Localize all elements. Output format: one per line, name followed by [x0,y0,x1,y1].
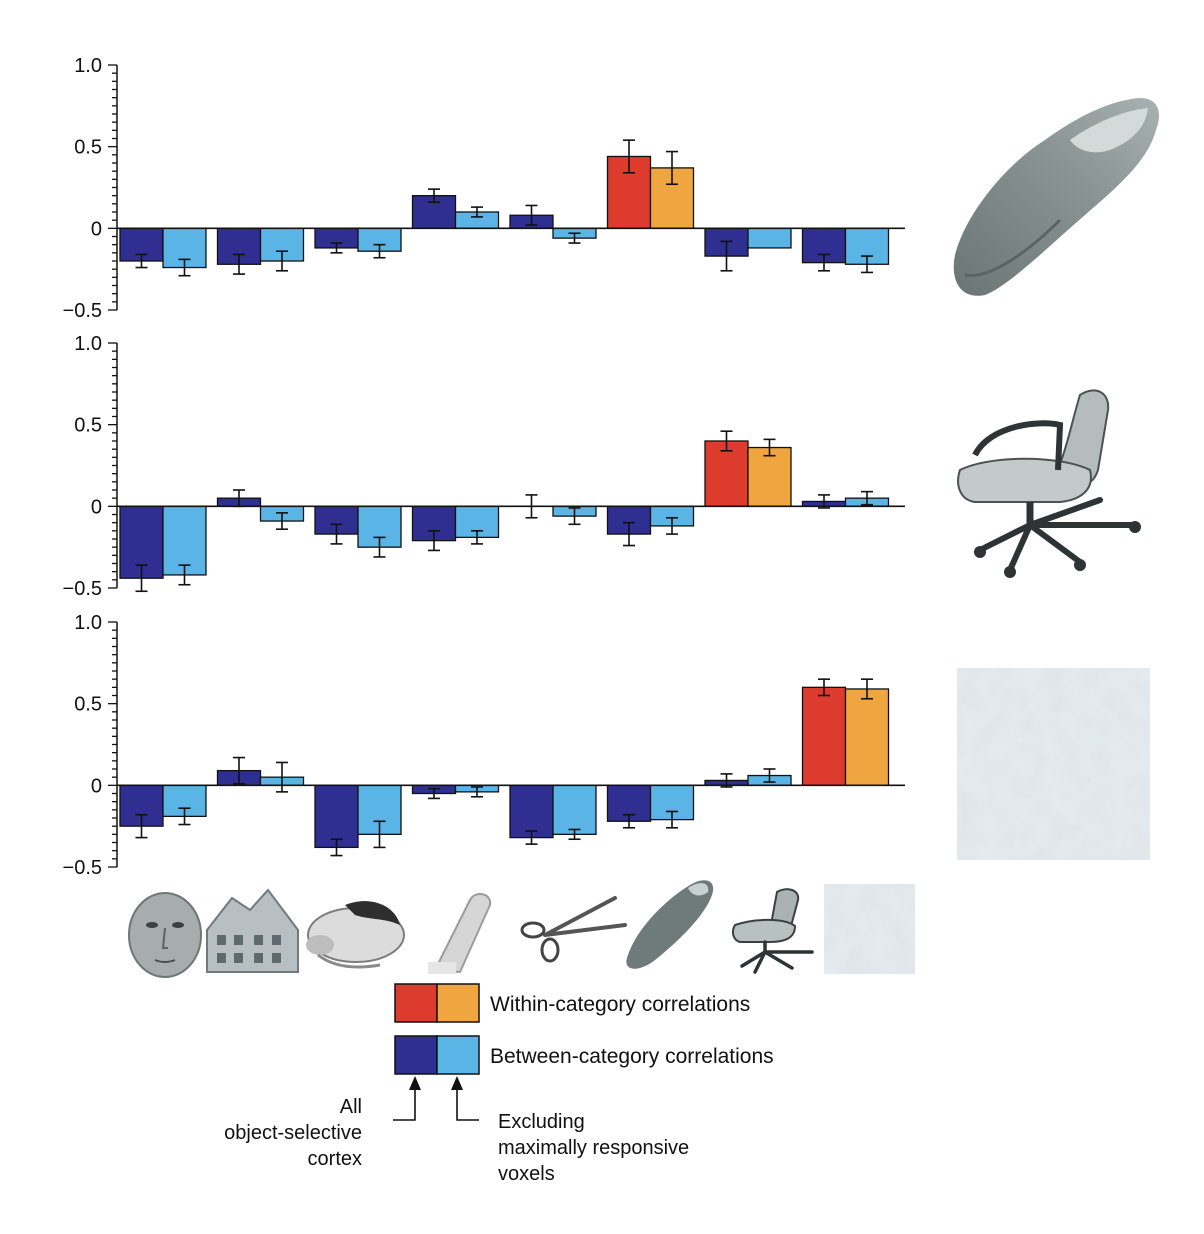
y-tick-label: −0.5 [63,857,102,879]
pointer-all-arrowhead [409,1076,421,1090]
between-bar-excluding [454,505,500,539]
shoe-image [626,880,714,969]
bars [119,678,890,857]
chair-reference-image [957,389,1141,578]
shoe-reference-image [953,98,1160,296]
bottle-image [428,893,492,974]
right-note: Excluding maximally responsive voxels [498,1111,689,1185]
cat-image [306,901,405,969]
pointer-all-line [393,1086,416,1121]
between-bar-excluding [747,227,792,249]
within-bar-all [801,686,847,786]
y-tick-label: 0 [91,218,102,240]
y-tick-label: −0.5 [63,300,102,322]
between-bar-all [509,784,554,839]
between-bar-all [314,784,359,849]
between-bar-excluding [162,505,207,576]
house-image [206,888,299,973]
left-note-line-3: cortex [308,1148,362,1170]
bars [119,139,890,277]
legend-between-label: Between-category correlations [490,1045,774,1068]
chart-panels: 1.0 0.5 0 −0.5 1.0 0.5 0 −0.5 1.0 0.5 0 −0.5 [63,55,905,879]
y-tick-label: 1.0 [74,612,102,634]
y-tick-label: 0 [91,496,102,518]
right-note-line-3: voxels [498,1163,555,1185]
left-note: All object-selective cortex [224,1096,362,1170]
scrambled-reference-image [957,668,1150,860]
legend-between-excl-swatch [436,1035,480,1075]
y-tick-label: −0.5 [63,578,102,600]
legend: Within-category correlations Between-cat… [394,983,774,1075]
legend-between-all-swatch [394,1035,438,1075]
legend-within-label: Within-category correlations [490,993,750,1016]
chair-image [731,888,814,974]
y-tick-label: 0.5 [74,415,102,437]
right-note-line-2: maximally responsive [498,1137,689,1159]
bars [119,430,890,593]
right-note-line-1: Excluding [498,1111,585,1133]
face-image [126,892,204,978]
y-tick-label: 0 [91,775,102,797]
left-note-line-1: All [340,1096,362,1118]
within-bar-excluding [844,688,890,786]
y-tick-label: 0.5 [74,694,102,716]
legend-within-all-swatch [394,983,438,1023]
left-note-line-2: object-selective [224,1122,362,1144]
between-bar-excluding [552,784,597,835]
scissors-image [520,896,627,963]
chart-panel-2: 1.0 0.5 0 −0.5 [63,333,905,600]
category-images [126,880,915,978]
y-tick-label: 1.0 [74,333,102,355]
legend-pointers [393,1086,479,1121]
pointer-excl-arrowhead [451,1076,463,1090]
scrambled-image [824,884,915,974]
y-tick-label: 0.5 [74,137,102,159]
chart-panel-1: 1.0 0.5 0 −0.5 [63,55,905,322]
chart-panel-3: 1.0 0.5 0 −0.5 [63,612,905,879]
y-tick-label: 1.0 [74,55,102,77]
legend-within-excl-swatch [436,983,480,1023]
pointer-excl-line [456,1086,479,1121]
